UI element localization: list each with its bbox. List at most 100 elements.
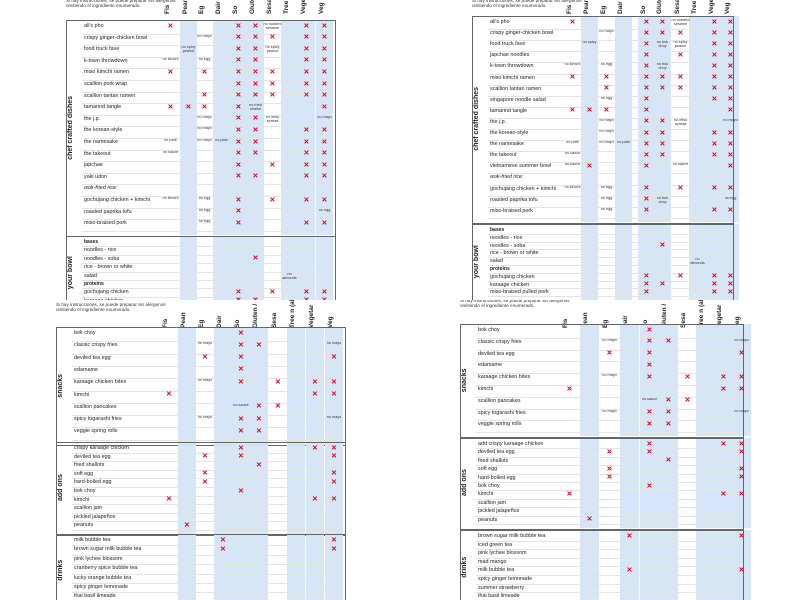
row-divider <box>488 217 730 219</box>
allergen-note: no pate <box>164 138 177 142</box>
section-box <box>472 224 734 300</box>
menu-item-row: veggie spring rolls <box>478 421 522 428</box>
row-divider <box>476 549 740 551</box>
column-stripe <box>659 324 678 437</box>
allergen-x-mark: ✕ <box>711 29 718 37</box>
column-stripe <box>580 530 599 600</box>
allergen-note: no mayo <box>326 341 342 346</box>
allergen-x-mark: ✕ <box>727 18 734 26</box>
allergen-x-mark: ✕ <box>303 34 310 42</box>
allergen-x-mark: ✕ <box>252 57 259 65</box>
column-stripe <box>714 438 733 528</box>
menu-item-row: lucky orange bubble tea <box>74 574 132 581</box>
row-divider <box>82 207 332 209</box>
menu-item-row: rice - brown or white <box>490 250 539 257</box>
menu-item-row: spicy togarashi fries <box>74 416 122 423</box>
allergen-x-mark: ✕ <box>569 18 576 26</box>
menu-item-row: veggie spring rolls <box>74 428 118 435</box>
allergen-x-mark: ✕ <box>720 373 727 381</box>
row-divider <box>476 408 740 410</box>
row-divider <box>476 465 740 467</box>
allergen-x-mark: ✕ <box>238 378 244 386</box>
menu-item-row: scallion tantan ramen <box>84 92 136 99</box>
allergen-x-mark: ✕ <box>220 536 226 544</box>
allergen-x-mark: ✕ <box>256 341 262 349</box>
column-stripe <box>230 20 247 235</box>
allergen-x-mark: ✕ <box>238 329 244 337</box>
allergen-note: no fried shallot <box>249 103 262 112</box>
row-divider <box>488 73 730 75</box>
column-stripe <box>696 324 715 437</box>
section-title: chef crafted dishes <box>473 87 480 151</box>
allergen-x-mark: ✕ <box>235 115 242 123</box>
row-divider <box>72 487 342 488</box>
allergen-x-mark: ✕ <box>659 129 666 137</box>
row-divider <box>476 482 740 483</box>
menu-item-row: crispy ginger-chicken bowl <box>84 34 148 41</box>
row-divider <box>82 288 332 290</box>
row-divider <box>476 566 740 568</box>
row-divider <box>488 195 730 197</box>
menu-item-row: kimchi <box>478 491 494 498</box>
row-divider <box>72 530 342 531</box>
allergen-x-mark: ✕ <box>643 96 650 104</box>
menu-item-row: the namesake <box>84 139 118 145</box>
row-divider <box>476 361 740 363</box>
allergen-x-mark: ✕ <box>684 373 691 381</box>
column-header: Veg <box>318 2 325 14</box>
allergen-x-mark: ✕ <box>269 288 276 296</box>
allergen-note: no egg <box>600 184 613 189</box>
allergen-x-mark: ✕ <box>738 373 745 381</box>
menu-item-row: japchae <box>84 162 103 169</box>
allergen-x-mark: ✕ <box>643 18 650 26</box>
section-title: your bowl <box>473 245 480 279</box>
menu-item-row: miso kimchi ramen <box>84 69 129 76</box>
allergen-note-text: Si hay instrucciones, se puede preparar … <box>56 302 166 312</box>
allergen-x-mark: ✕ <box>235 126 242 134</box>
menu-item-row: the j.p. <box>84 115 101 122</box>
row-divider <box>72 378 342 380</box>
allergen-x-mark: ✕ <box>586 162 593 170</box>
allergen-x-mark: ✕ <box>606 474 613 482</box>
allergen-note: no mayo <box>599 129 614 133</box>
column-stripe <box>180 20 197 235</box>
column-stripe <box>706 16 723 222</box>
row-divider <box>476 575 740 576</box>
column-stripe <box>306 327 324 444</box>
allergen-x-mark: ✕ <box>331 545 337 553</box>
allergen-x-mark: ✕ <box>235 57 242 65</box>
column-stripe <box>580 324 599 437</box>
column-stripe <box>325 442 343 534</box>
column-stripe <box>325 327 343 444</box>
allergen-note: no miso spread <box>265 114 280 123</box>
row-divider <box>72 402 342 404</box>
allergen-x-mark: ✕ <box>606 465 613 473</box>
allergen-x-mark: ✕ <box>711 18 718 26</box>
column-stripe <box>306 442 324 534</box>
allergen-x-mark: ✕ <box>738 350 745 358</box>
allergen-note: no miso spread <box>673 117 688 126</box>
allergen-note: no sauce <box>672 162 689 167</box>
allergen-x-mark: ✕ <box>643 151 650 159</box>
allergen-x-mark: ✕ <box>235 22 242 30</box>
menu-item-row: tamarind tangle <box>84 104 122 111</box>
column-header: Vegetar <box>300 0 307 14</box>
column-header: Pean <box>180 312 187 328</box>
allergen-x-mark: ✕ <box>643 51 650 59</box>
row-divider <box>72 415 342 417</box>
allergen-note: no egg <box>198 196 211 200</box>
menu-item-row: gochujang chicken + kimchi <box>490 185 557 192</box>
column-stripe <box>640 530 659 600</box>
menu-item-row: wok-fried rice: <box>84 185 118 192</box>
column-stripe <box>615 16 632 222</box>
menu-item-row: yaki udon <box>84 173 108 180</box>
allergen-x-mark: ✕ <box>321 150 328 158</box>
menu-item-row: spicy ginger lemonade <box>478 576 532 582</box>
row-divider <box>82 280 332 281</box>
column-stripe <box>732 530 751 600</box>
allergen-x-mark: ✕ <box>677 185 684 192</box>
allergen-x-mark: ✕ <box>677 29 684 37</box>
menu-item-row: k-town throwdown <box>84 57 128 64</box>
allergen-x-mark: ✕ <box>256 415 262 423</box>
allergen-x-mark: ✕ <box>586 516 593 524</box>
